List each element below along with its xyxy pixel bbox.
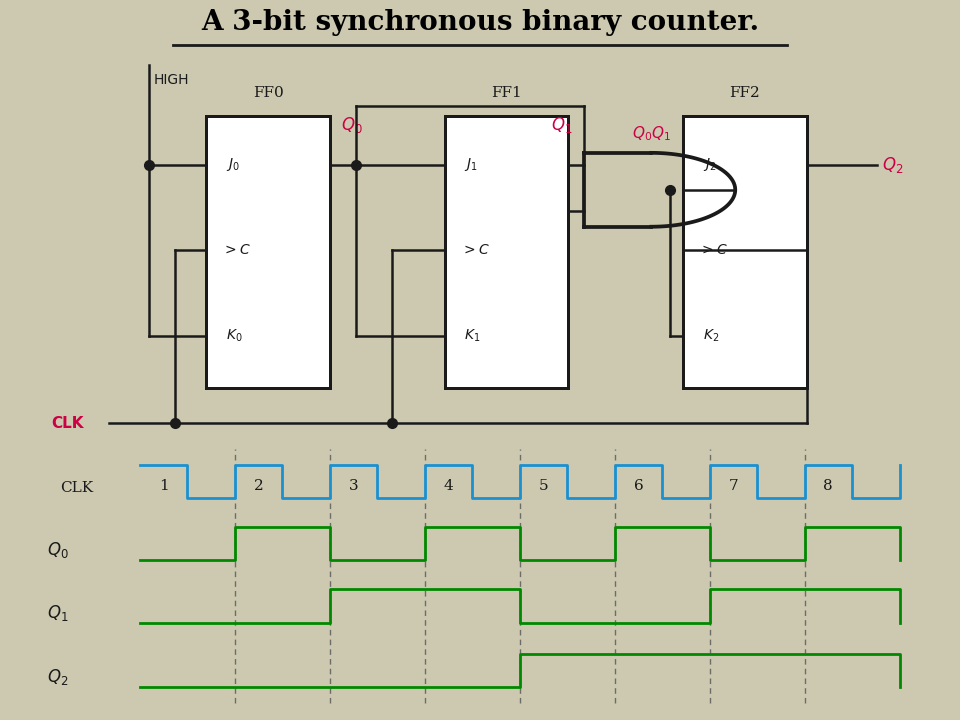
Text: $Q_{2}$: $Q_{2}$ xyxy=(47,667,68,688)
Text: CLK: CLK xyxy=(52,415,84,431)
Text: $Q_0$: $Q_0$ xyxy=(341,115,363,135)
Text: FF2: FF2 xyxy=(730,86,760,100)
Text: $Q_1$: $Q_1$ xyxy=(550,115,572,135)
Text: $J_{0}$: $J_{0}$ xyxy=(226,156,239,173)
Text: 1: 1 xyxy=(158,480,169,493)
Bar xyxy=(684,116,806,388)
Bar xyxy=(206,116,330,388)
Text: HIGH: HIGH xyxy=(154,73,189,87)
Text: FF0: FF0 xyxy=(252,86,283,100)
Bar xyxy=(444,116,568,388)
Text: $Q_2$: $Q_2$ xyxy=(882,155,903,174)
Text: $J_{1}$: $J_{1}$ xyxy=(464,156,478,173)
Text: $J_{2}$: $J_{2}$ xyxy=(703,156,716,173)
Text: $Q_0Q_1$: $Q_0Q_1$ xyxy=(632,125,671,143)
Text: A 3-bit synchronous binary counter.: A 3-bit synchronous binary counter. xyxy=(201,9,759,36)
Text: $K_{1}$: $K_{1}$ xyxy=(464,328,480,343)
Text: 3: 3 xyxy=(348,480,358,493)
Text: $K_{2}$: $K_{2}$ xyxy=(703,328,719,343)
Text: $>C$: $>C$ xyxy=(222,243,251,257)
Text: CLK: CLK xyxy=(60,481,94,495)
Text: 4: 4 xyxy=(444,480,453,493)
Text: FF1: FF1 xyxy=(492,86,522,100)
Text: 7: 7 xyxy=(729,480,738,493)
Text: $Q_{1}$: $Q_{1}$ xyxy=(47,603,69,623)
Text: 8: 8 xyxy=(824,480,833,493)
Text: 5: 5 xyxy=(539,480,548,493)
Text: $>C$: $>C$ xyxy=(699,243,728,257)
Text: 2: 2 xyxy=(253,480,264,493)
Text: $>C$: $>C$ xyxy=(461,243,490,257)
Text: $Q_{0}$: $Q_{0}$ xyxy=(47,540,69,560)
Text: $K_{0}$: $K_{0}$ xyxy=(226,328,242,343)
Text: 6: 6 xyxy=(634,480,643,493)
